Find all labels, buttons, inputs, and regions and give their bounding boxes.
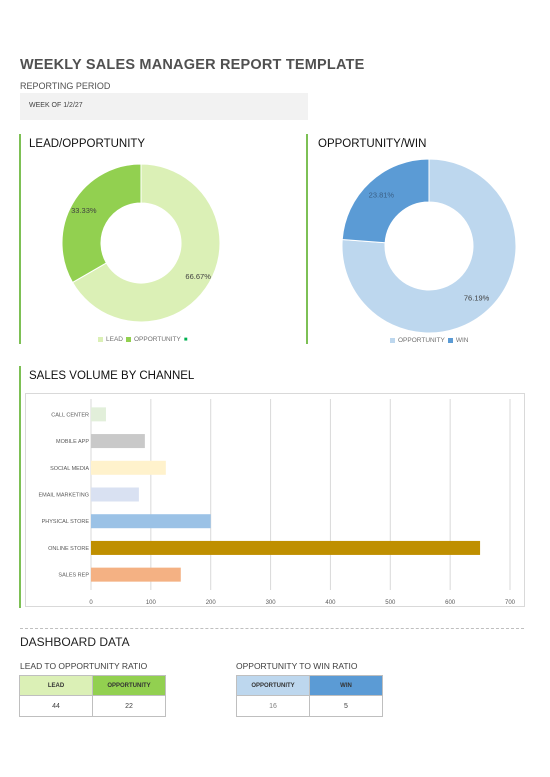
legend-label-opportunity: OPPORTUNITY xyxy=(398,337,445,344)
slice-lead xyxy=(71,163,221,323)
section-divider xyxy=(20,628,524,629)
x-tick-label: 600 xyxy=(445,600,456,606)
reporting-period-field[interactable]: WEEK OF 1/2/27 xyxy=(20,93,308,120)
legend-label-win: WIN xyxy=(455,337,469,344)
legend-swatch-win xyxy=(447,338,453,343)
lead-opportunity-ratio-table: LEAD OPPORTUNITY 44 22 xyxy=(19,675,166,717)
value-cell-lead[interactable]: 44 xyxy=(19,695,93,717)
section-accent-bar xyxy=(19,134,21,344)
legend-swatch-lead xyxy=(98,337,103,342)
legend-swatch-opportunity xyxy=(390,338,395,343)
bar xyxy=(91,540,481,555)
header-cell-lead: LEAD xyxy=(19,675,93,696)
slice-win xyxy=(341,158,430,244)
reporting-period-label: REPORTING PERIOD xyxy=(20,81,111,91)
data-label: 23.81% xyxy=(369,191,395,200)
legend-extra-marker: ■ xyxy=(183,336,188,343)
y-category-label: PHYSICAL STORE xyxy=(42,519,90,525)
opportunity-win-ratio-title: OPPORTUNITY TO WIN RATIO xyxy=(236,661,358,671)
data-label: 66.67% xyxy=(185,272,211,281)
lead-opportunity-donut-chart: 66.67% 33.33% xyxy=(61,163,221,323)
y-category-label: EMAIL MARKETING xyxy=(38,493,89,499)
dashboard-title: DASHBOARD DATA xyxy=(20,635,130,649)
y-category-label: SOCIAL MEDIA xyxy=(50,466,89,472)
bar xyxy=(91,460,166,475)
header-cell-opportunity: OPPORTUNITY xyxy=(236,675,310,696)
sales-volume-bar-chart: 0 100 200 300 400 500 600 700 CALL CENTER MOBILE … xyxy=(25,393,525,607)
bar xyxy=(91,407,106,422)
y-category-label: ONLINE STORE xyxy=(48,546,89,552)
lead-opportunity-ratio-title: LEAD TO OPPORTUNITY RATIO xyxy=(20,661,148,671)
section-accent-bar xyxy=(306,134,308,344)
report-title: WEEKLY SALES MANAGER REPORT TEMPLATE xyxy=(20,57,365,73)
table-row: 16 5 xyxy=(236,695,383,717)
value-cell-win[interactable]: 5 xyxy=(309,695,383,717)
x-tick-label: 500 xyxy=(385,600,396,606)
bar xyxy=(91,487,139,502)
bar xyxy=(91,567,181,582)
lead-opportunity-legend: LEAD OPPORTUNITY ■ xyxy=(98,336,187,343)
header-cell-win: WIN xyxy=(309,675,383,696)
bar xyxy=(91,514,211,529)
bar xyxy=(91,434,145,449)
x-tick-label: 100 xyxy=(146,600,157,606)
x-tick-label: 700 xyxy=(505,600,516,606)
y-category-label: CALL CENTER xyxy=(51,412,89,418)
chart-title-sales-volume: SALES VOLUME BY CHANNEL xyxy=(29,370,195,382)
reporting-period-value: WEEK OF 1/2/27 xyxy=(29,102,83,109)
opportunity-win-legend: OPPORTUNITY WIN xyxy=(390,337,468,344)
value-cell-opportunity[interactable]: 16 xyxy=(236,695,310,717)
slice-opportunity xyxy=(61,163,142,284)
x-tick-label: 300 xyxy=(266,600,277,606)
chart-border xyxy=(25,393,525,607)
data-label: 76.19% xyxy=(464,293,490,302)
chart-title-opportunity-win: OPPORTUNITY/WIN xyxy=(318,138,427,150)
y-category-label: SALES REP xyxy=(58,573,89,579)
table-header-row: OPPORTUNITY WIN xyxy=(236,675,383,696)
opportunity-win-donut-chart: 76.19% 23.81% xyxy=(341,158,517,334)
legend-swatch-opportunity xyxy=(125,337,131,342)
legend-label-opportunity: OPPORTUNITY xyxy=(133,336,181,343)
x-tick-label: 200 xyxy=(206,600,217,606)
header-cell-opportunity: OPPORTUNITY xyxy=(92,675,166,696)
chart-title-lead-opportunity: LEAD/OPPORTUNITY xyxy=(29,138,146,150)
table-header-row: LEAD OPPORTUNITY xyxy=(19,675,166,696)
y-category-label: MOBILE APP xyxy=(56,439,89,445)
legend-label-lead: LEAD xyxy=(106,336,123,343)
x-tick-label: 0 xyxy=(89,600,93,606)
data-label: 33.33% xyxy=(71,206,97,215)
slice-opportunity xyxy=(341,158,517,334)
section-accent-bar xyxy=(19,366,21,608)
table-row: 44 22 xyxy=(19,695,166,717)
x-tick-label: 400 xyxy=(325,600,336,606)
value-cell-opportunity[interactable]: 22 xyxy=(92,695,166,717)
opportunity-win-ratio-table: OPPORTUNITY WIN 16 5 xyxy=(236,675,383,717)
